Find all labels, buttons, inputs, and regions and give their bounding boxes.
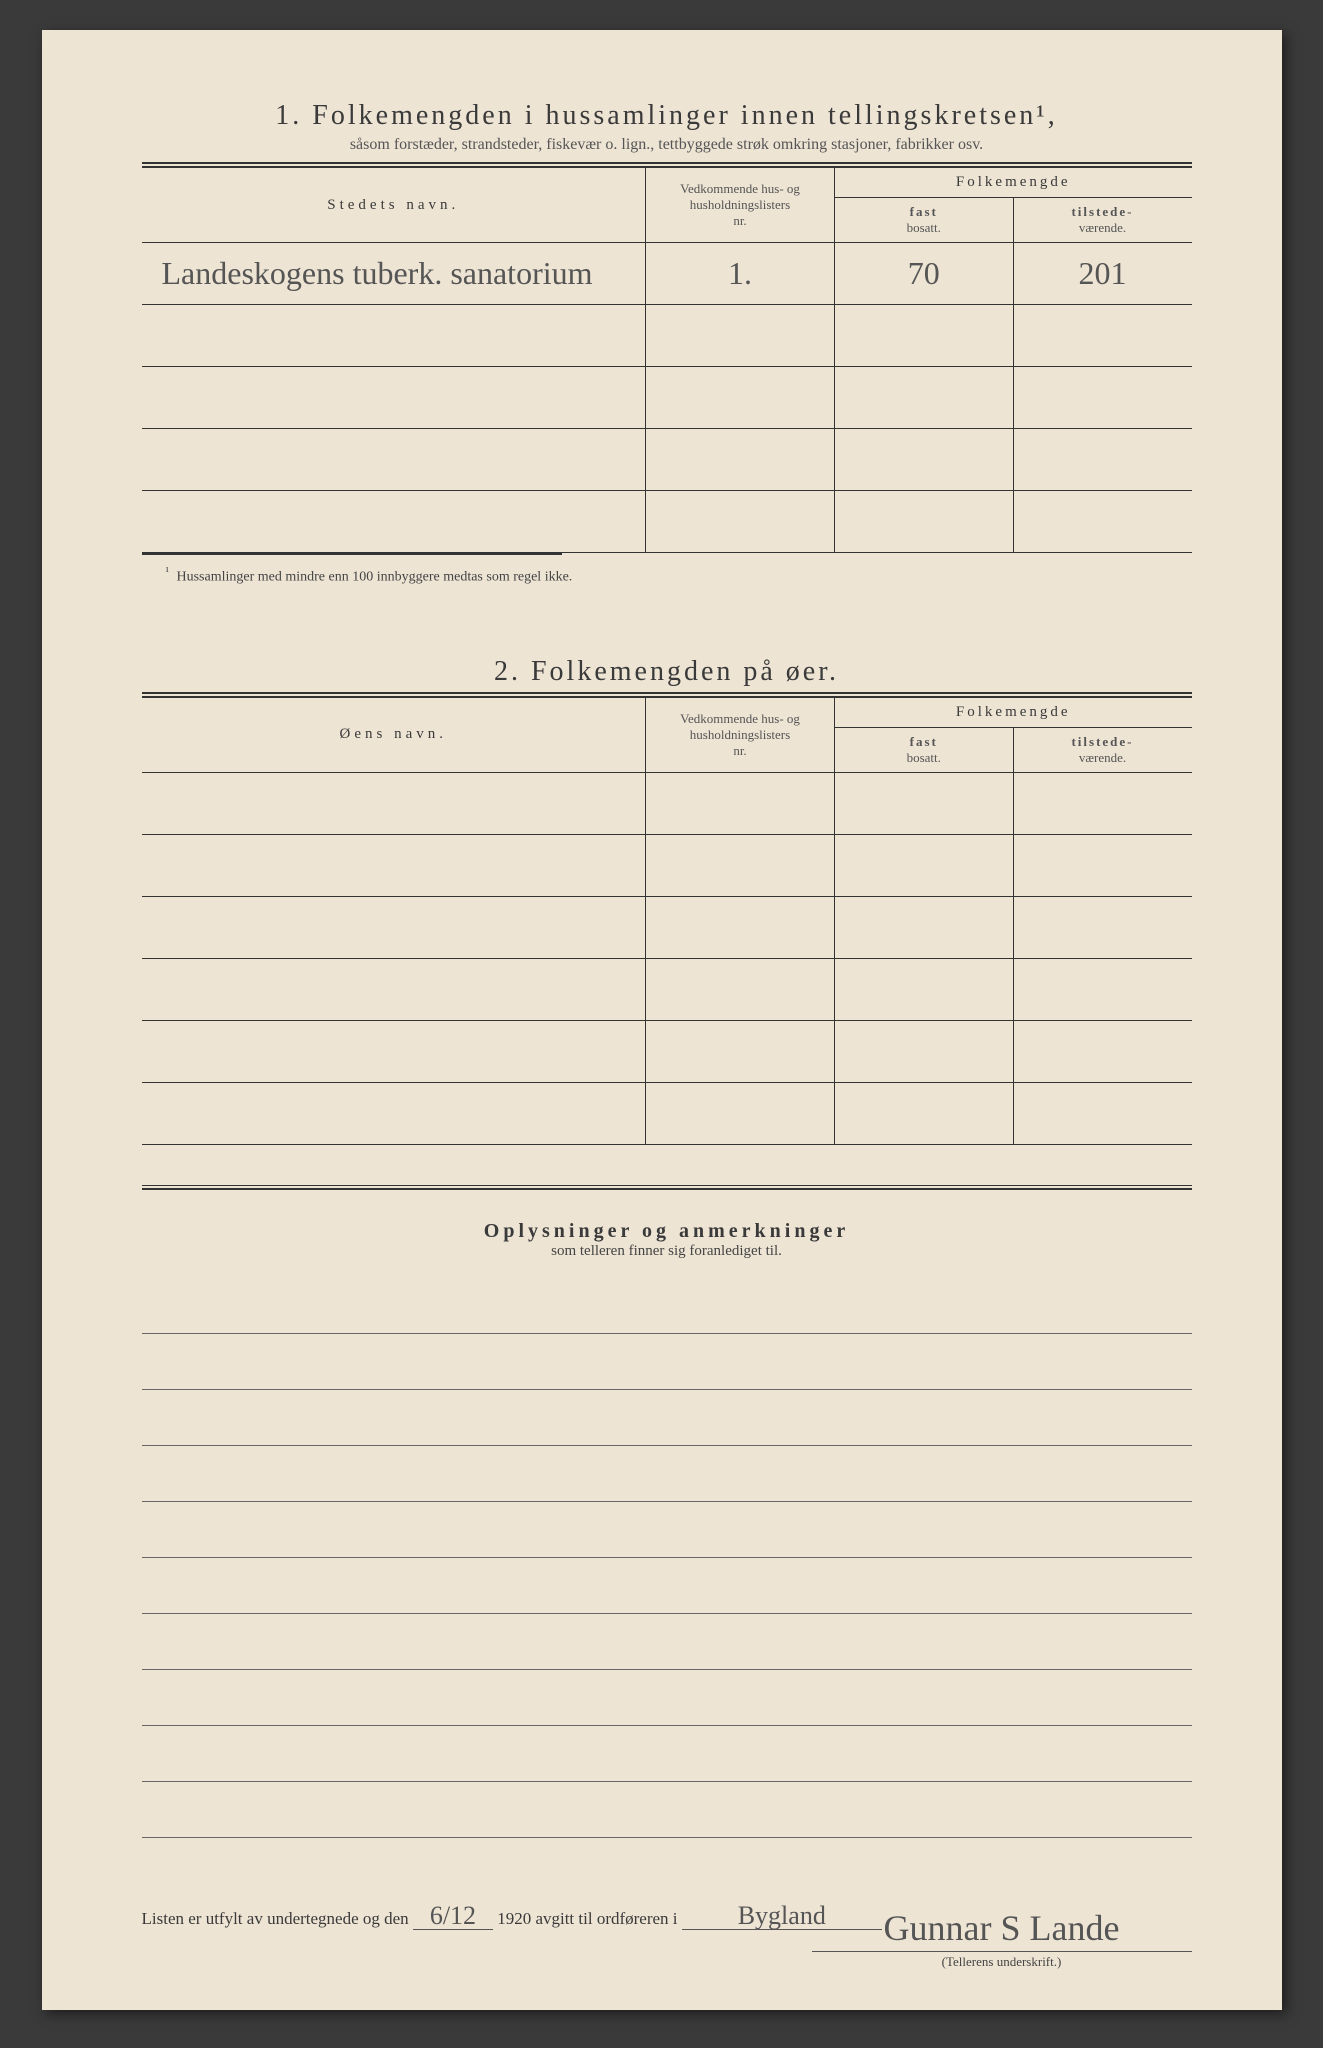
cell-fast: 70 xyxy=(835,243,1014,305)
col-header-tilst: tilstede- værende. xyxy=(1013,198,1192,243)
section-2-table: Øens navn. Vedkommende hus- og husholdni… xyxy=(142,697,1192,1145)
col-header-oens-navn: Øens navn. xyxy=(142,697,646,772)
ruled-line xyxy=(142,1278,1192,1334)
section-1-footnote: ¹ Hussamlinger med mindre enn 100 innbyg… xyxy=(142,565,1192,586)
col-header-fast: fast bosatt. xyxy=(835,198,1014,243)
section-1-table: Stedets navn. Vedkommende hus- og hushol… xyxy=(142,167,1192,553)
col-header-folkemengde-2: Folkemengde xyxy=(835,697,1192,727)
ruled-lines-area xyxy=(142,1278,1192,1838)
table-row xyxy=(142,896,1192,958)
table-row xyxy=(142,429,1192,491)
col-header-fast-2: fast bosatt. xyxy=(835,727,1014,772)
table-row xyxy=(142,834,1192,896)
table-row xyxy=(142,367,1192,429)
section-3-title: Oplysninger og anmerkninger xyxy=(142,1220,1192,1243)
ruled-line xyxy=(142,1782,1192,1838)
col-header-folkemengde: Folkemengde xyxy=(835,168,1192,198)
footer-year: 1920 xyxy=(497,1909,531,1928)
cell-tilst: 201 xyxy=(1013,243,1192,305)
section-1-tbody: Landeskogens tuberk. sanatorium 1. 70 20… xyxy=(142,243,1192,553)
section-1-bottom-rule xyxy=(142,553,562,555)
footer-date: 6/12 xyxy=(413,1903,493,1930)
section-1: 1. Folkemengden i hussamlinger innen tel… xyxy=(142,100,1192,586)
table-row xyxy=(142,772,1192,834)
cell-name: Landeskogens tuberk. sanatorium xyxy=(142,243,646,305)
ruled-line xyxy=(142,1558,1192,1614)
table-row: Landeskogens tuberk. sanatorium 1. 70 20… xyxy=(142,243,1192,305)
ruled-line xyxy=(142,1502,1192,1558)
section-1-subtitle: såsom forstæder, strandsteder, fiskevær … xyxy=(142,136,1192,154)
section-1-title: 1. Folkemengden i hussamlinger innen tel… xyxy=(142,100,1192,132)
section-2: 2. Folkemengden på øer. Øens navn. Vedko… xyxy=(142,656,1192,1145)
signature-area: Gunnar S Lande (Tellerens underskrift.) xyxy=(812,1909,1192,1970)
census-form-page: 1. Folkemengden i hussamlinger innen tel… xyxy=(42,30,1282,2010)
ruled-line xyxy=(142,1670,1192,1726)
table-row xyxy=(142,305,1192,367)
section-1-title-text: Folkemengden i hussamlinger innen tellin… xyxy=(312,100,1057,131)
ruled-line xyxy=(142,1726,1192,1782)
footer-middle: avgitt til ordføreren i xyxy=(535,1909,677,1928)
col-header-tilst-2: tilstede- værende. xyxy=(1013,727,1192,772)
ruled-line xyxy=(142,1614,1192,1670)
col-header-nr: Vedkommende hus- og husholdningslisters … xyxy=(646,168,835,243)
section-3-top-rule xyxy=(142,1185,1192,1190)
ruled-line xyxy=(142,1334,1192,1390)
col-header-nr-2: Vedkommende hus- og husholdningslisters … xyxy=(646,697,835,772)
footnote-marker: ¹ xyxy=(166,565,170,578)
section-3-subtitle: som telleren finner sig foranlediget til… xyxy=(142,1243,1192,1260)
footnote-text: Hussamlinger med mindre enn 100 innbygge… xyxy=(177,570,573,585)
section-2-number: 2. xyxy=(494,656,521,687)
table-row xyxy=(142,1082,1192,1144)
signature-text: Gunnar S Lande xyxy=(812,1909,1192,1949)
cell-nr: 1. xyxy=(646,243,835,305)
signature-label: (Tellerens underskrift.) xyxy=(812,1951,1192,1970)
table-row xyxy=(142,958,1192,1020)
section-3: Oplysninger og anmerkninger som telleren… xyxy=(142,1185,1192,1838)
section-2-tbody xyxy=(142,772,1192,1144)
table-row xyxy=(142,491,1192,553)
footer-prefix: Listen er utfylt av undertegnede og den xyxy=(142,1909,409,1928)
col-header-name: Stedets navn. xyxy=(142,168,646,243)
ruled-line xyxy=(142,1390,1192,1446)
section-1-number: 1. xyxy=(275,100,302,131)
table-row xyxy=(142,1020,1192,1082)
ruled-line xyxy=(142,1446,1192,1502)
section-2-title: 2. Folkemengden på øer. xyxy=(142,656,1192,688)
section-2-title-text: Folkemengden på øer. xyxy=(531,656,839,687)
